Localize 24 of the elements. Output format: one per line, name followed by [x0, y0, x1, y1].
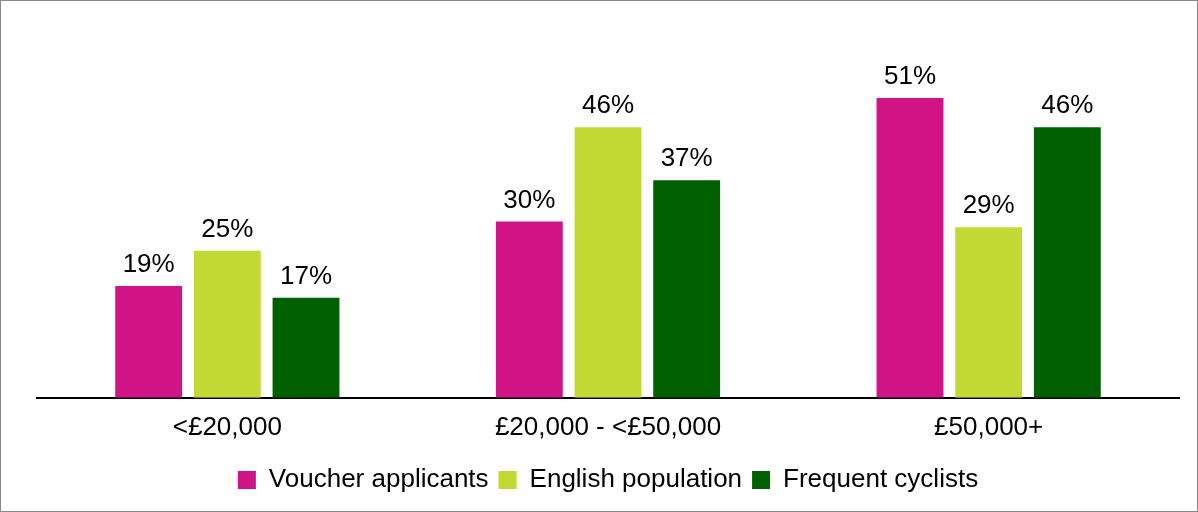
x-tick-label: <£20,000 — [172, 410, 282, 441]
data-label: 30% — [503, 183, 556, 214]
bar — [574, 127, 642, 398]
legend-label: Frequent cyclists — [783, 463, 979, 494]
data-label: 46% — [1041, 89, 1094, 120]
x-tick-label: £50,000+ — [934, 410, 1044, 441]
bar — [876, 97, 944, 398]
legend-label: English population — [529, 463, 743, 494]
bar — [272, 297, 340, 398]
data-label: 29% — [962, 189, 1015, 220]
bar — [115, 286, 183, 398]
bar — [1033, 127, 1101, 398]
data-label: 46% — [581, 89, 635, 120]
data-label: 19% — [122, 248, 175, 279]
data-label: 51% — [883, 60, 937, 91]
data-label: 25% — [201, 212, 254, 243]
bar — [193, 250, 261, 398]
legend-label: Voucher applicants — [268, 463, 489, 494]
data-label: 17% — [279, 260, 333, 291]
bar — [653, 180, 721, 398]
bar — [955, 227, 1023, 398]
x-tick-label: £20,000 - <£50,000 — [494, 410, 722, 441]
data-label: 37% — [660, 142, 713, 173]
bar — [495, 221, 563, 398]
